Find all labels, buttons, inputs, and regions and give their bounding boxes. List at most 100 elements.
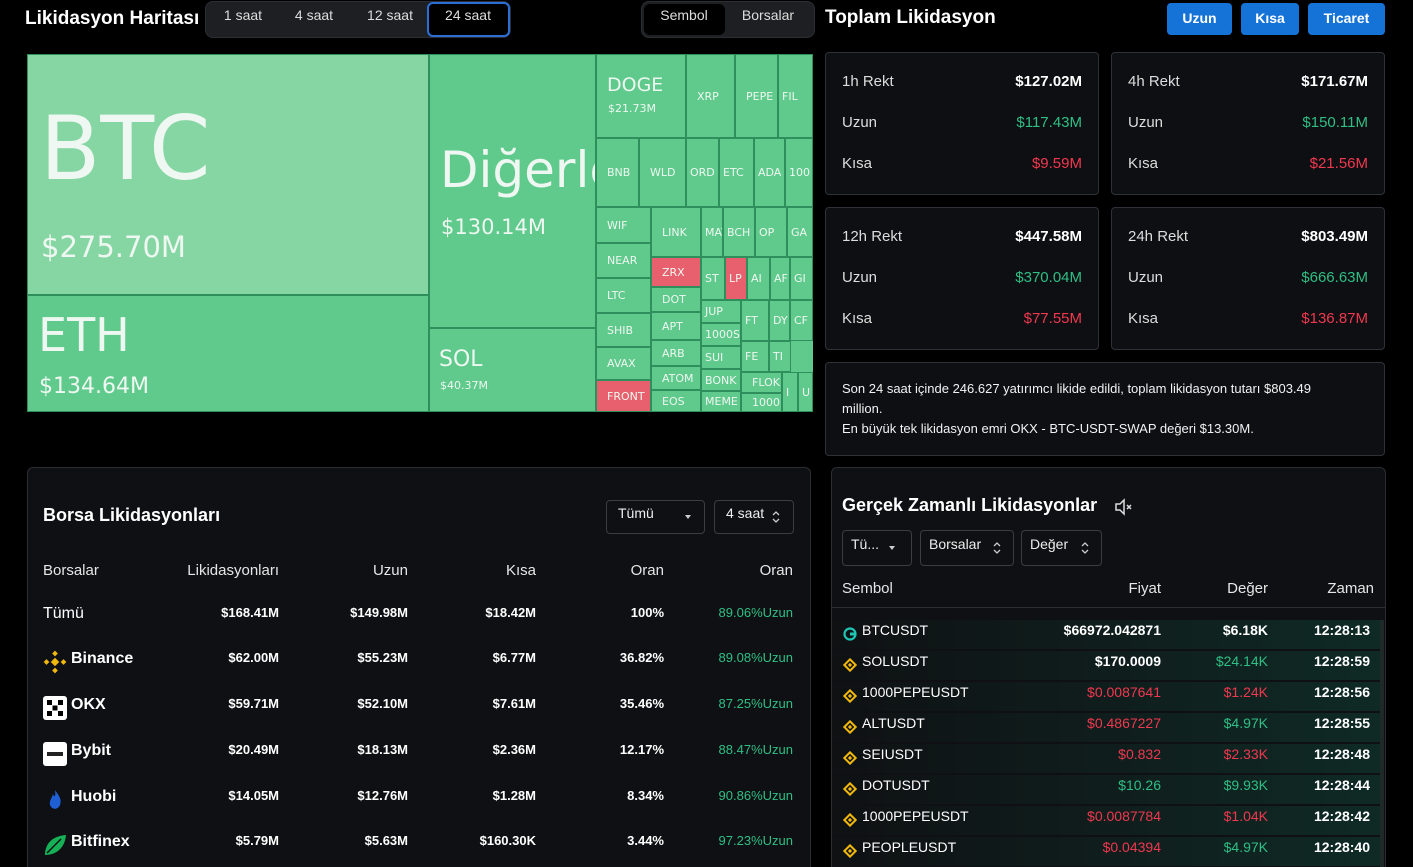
treemap-cell[interactable]: MEME [701, 391, 741, 412]
treemap-cell[interactable]: APT [651, 312, 701, 340]
treemap-cell[interactable]: NEAR [596, 243, 651, 278]
time-tab[interactable]: 12 saat [367, 7, 413, 23]
treemap-cell[interactable]: FT [741, 300, 769, 341]
treemap-cell[interactable]: ETH $134.64M [27, 295, 429, 412]
time-tab[interactable]: 4 saat [294, 7, 334, 23]
table-row[interactable] [832, 837, 1380, 866]
filter-select[interactable] [842, 530, 912, 566]
treemap-cell[interactable]: MAT [701, 207, 723, 257]
treemap-cell[interactable]: AF [770, 257, 790, 300]
filter-label[interactable]: Değer [1030, 536, 1069, 552]
treemap-cell[interactable]: OP [755, 207, 787, 257]
treemap-cell[interactable]: 1000 [741, 393, 782, 412]
treemap-cell[interactable]: GI [790, 257, 813, 300]
treemap-cell[interactable]: BTC $275.70M [27, 54, 429, 295]
coin-icon-part [847, 724, 853, 730]
treemap-cell[interactable]: AI [747, 257, 770, 300]
time-tab[interactable]: 1 saat [223, 7, 263, 23]
table-row[interactable] [832, 806, 1380, 835]
table-row[interactable] [832, 620, 1380, 649]
sort-icon [1080, 540, 1090, 556]
treemap-cell[interactable]: FE [741, 341, 769, 372]
card-short: $77.55M [1023, 310, 1082, 327]
table-row[interactable] [832, 713, 1380, 742]
table-row[interactable] [832, 775, 1380, 804]
treemap-cell[interactable]: DOGE $21.73M [596, 54, 686, 138]
treemap-cell[interactable]: ARB [651, 340, 701, 366]
treemap-cell[interactable]: FIL [778, 54, 813, 138]
treemap-cell[interactable]: BCH [723, 207, 755, 257]
treemap-cell[interactable]: AVAX [596, 347, 651, 380]
value: $1.24K [1223, 684, 1268, 700]
filter-label[interactable]: Tü... [851, 536, 880, 552]
action-button[interactable]: Kısa [1241, 3, 1299, 35]
treemap-cell[interactable]: ADA [754, 138, 785, 207]
treemap-cell[interactable]: WLD [639, 138, 686, 207]
treemap-value: $275.70M [41, 230, 186, 264]
table-row[interactable] [27, 597, 811, 637]
treemap-cell[interactable]: PEPE [735, 54, 778, 138]
time-tab[interactable]: 24 saat [445, 7, 491, 23]
treemap-cell[interactable]: Diğerle $130.14M [429, 54, 596, 328]
treemap-cell[interactable]: DY [769, 300, 790, 341]
table-row[interactable] [27, 642, 811, 682]
caret-icon-part [889, 546, 895, 550]
treemap-cell[interactable]: SHIB [596, 313, 651, 347]
treemap-cell[interactable]: SOL $40.37M [429, 328, 596, 412]
filter-label[interactable]: Borsalar [929, 536, 982, 552]
table-row[interactable] [832, 682, 1380, 711]
filter-select[interactable] [714, 500, 794, 534]
treemap-cell[interactable]: U [798, 372, 813, 412]
table-row[interactable] [832, 744, 1380, 773]
time: 12:28:55 [1313, 715, 1370, 731]
treemap-label: ADA [758, 166, 782, 179]
filter-select[interactable] [920, 530, 1014, 566]
treemap-cell[interactable]: LINK [651, 207, 701, 257]
treemap-cell[interactable]: CF [790, 300, 813, 341]
table-row[interactable] [27, 825, 811, 865]
table-row[interactable] [832, 651, 1380, 680]
cell-value: $62.00M [228, 650, 279, 665]
treemap-label: JUP [705, 305, 723, 318]
time: 12:28:40 [1313, 839, 1370, 855]
view-tab[interactable]: Sembol [660, 7, 708, 23]
treemap-cell[interactable]: WIF [596, 207, 651, 243]
coin-icon-part [842, 750, 858, 766]
filter-label[interactable]: 4 saat [726, 505, 765, 521]
treemap-cell[interactable]: ST [701, 257, 725, 300]
column-header: Kısa [505, 562, 536, 579]
table-row[interactable] [27, 734, 811, 774]
treemap-cell[interactable]: SUI [701, 346, 741, 369]
cell-value: $14.05M [228, 788, 279, 803]
treemap-cell[interactable]: XRP [686, 54, 735, 138]
treemap-cell[interactable]: LTC [596, 278, 651, 313]
action-button[interactable]: Ticaret [1308, 3, 1385, 35]
treemap-cell[interactable]: ORD [686, 138, 719, 207]
treemap-cell[interactable]: EOS [651, 390, 701, 412]
treemap-cell[interactable]: FLOK [741, 372, 782, 393]
treemap-cell[interactable]: ATOM [651, 366, 701, 390]
exchange-icon-part [43, 659, 50, 665]
treemap-cell[interactable]: I [782, 372, 798, 412]
treemap-cell[interactable]: BNB [596, 138, 639, 207]
treemap-cell[interactable]: ETC [719, 138, 754, 207]
treemap-cell[interactable]: 100 [785, 138, 813, 207]
coin-icon [842, 688, 858, 704]
treemap-cell[interactable]: GA [787, 207, 813, 257]
treemap-cell[interactable]: BONK [701, 369, 741, 391]
treemap-cell[interactable]: ZRX [651, 257, 701, 287]
treemap-cell[interactable]: LP [725, 257, 747, 300]
treemap-cell[interactable]: DOT [651, 287, 701, 312]
treemap-cell[interactable]: TI [769, 341, 791, 372]
cell-value: $149.98M [350, 605, 408, 620]
action-button[interactable]: Uzun [1167, 3, 1232, 35]
treemap-cell[interactable]: JUP [701, 300, 741, 323]
table-row[interactable] [27, 688, 811, 728]
view-tab[interactable]: Borsalar [741, 7, 795, 23]
filter-label[interactable]: Tümü [618, 505, 654, 521]
table-row[interactable] [27, 780, 811, 820]
treemap-cell[interactable]: FRONT [596, 380, 651, 412]
filter-select[interactable] [1021, 530, 1102, 566]
treemap-cell[interactable]: 1000S [701, 323, 741, 346]
